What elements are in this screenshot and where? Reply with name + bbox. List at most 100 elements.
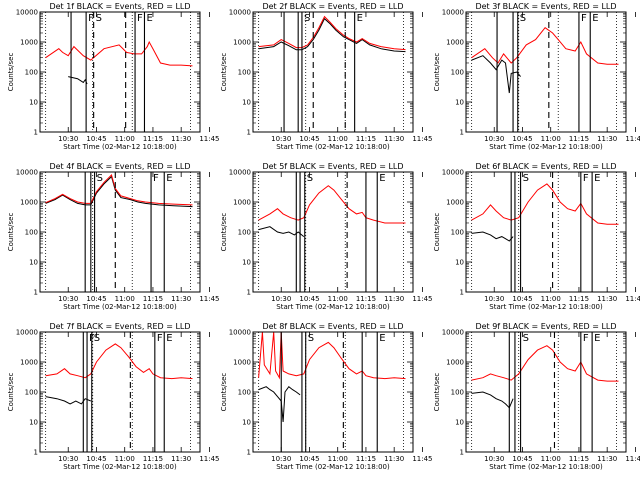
marker-label: E <box>594 173 600 184</box>
plot-frame <box>252 331 414 453</box>
x-tick-label: 11:00 <box>541 135 561 143</box>
x-tick-label: 11:15 <box>143 295 163 303</box>
x-tick-label: 11:00 <box>115 295 135 303</box>
series-line-lld <box>471 27 619 65</box>
series-line-events <box>258 17 406 53</box>
y-tick-label: 10000 <box>229 169 251 177</box>
chart-title: Det 2f BLACK = Events, RED = LLD <box>262 2 403 11</box>
y-tick-label: 10 <box>29 99 38 107</box>
y-axis-label: Counts/sec <box>433 53 441 92</box>
y-tick-label: 1 <box>247 129 251 137</box>
x-tick-label: 11:45 <box>412 295 432 303</box>
y-tick-label: 1000 <box>446 39 464 47</box>
x-tick-label: 11:00 <box>541 295 561 303</box>
series-line-events <box>471 391 514 409</box>
y-tick-label: 1000 <box>233 199 251 207</box>
chart-title: Det 7f BLACK = Events, RED = LLD <box>49 322 190 331</box>
y-tick-label: 100 <box>451 389 464 397</box>
y-tick-label: 1000 <box>446 199 464 207</box>
x-tick-label: 11:45 <box>625 135 640 143</box>
y-axis-label: Counts/sec <box>433 373 441 412</box>
x-tick-label: 11:45 <box>199 455 219 463</box>
x-tick-label: 10:45 <box>512 295 532 303</box>
chart-panel-9: Det 9f BLACK = Events, RED = LLD Counts/s… <box>433 322 640 471</box>
x-tick-label: 10:30 <box>58 295 78 303</box>
plot-frame <box>252 171 414 293</box>
y-tick-label: 10 <box>29 419 38 427</box>
plot-frame <box>465 171 627 293</box>
y-tick-label: 1 <box>34 289 38 297</box>
x-tick-label: 11:15 <box>569 135 589 143</box>
y-tick-label: 1 <box>34 449 38 457</box>
chart-title: Det 5f BLACK = Events, RED = LLD <box>262 162 403 171</box>
x-tick-label: 11:15 <box>569 295 589 303</box>
marker-label: S <box>523 333 529 344</box>
plot-frame <box>252 11 414 133</box>
y-tick-label: 1 <box>460 129 464 137</box>
marker-label: S <box>307 173 313 184</box>
marker-label: S <box>523 173 529 184</box>
series-line-lld <box>258 332 406 380</box>
chart-panel-1: Det 1f BLACK = Events, RED = LLD Counts/s… <box>7 2 220 151</box>
chart-panel-6: Det 6f BLACK = Events, RED = LLD Counts/s… <box>433 162 640 311</box>
series-line-events <box>258 226 305 237</box>
plot-frame <box>465 331 627 453</box>
x-tick-label: 11:30 <box>171 455 191 463</box>
marker-label: F <box>88 13 94 24</box>
y-tick-label: 10 <box>242 419 251 427</box>
marker-label: S <box>96 13 102 24</box>
x-tick-label: 11:45 <box>199 295 219 303</box>
series-line-lld <box>45 343 193 380</box>
marker-label: E <box>146 13 152 24</box>
y-tick-label: 1 <box>247 449 251 457</box>
x-tick-label: 11:45 <box>412 135 432 143</box>
x-tick-label: 10:30 <box>484 295 504 303</box>
chart-title: Det 6f BLACK = Events, RED = LLD <box>475 162 616 171</box>
x-tick-label: 11:30 <box>171 135 191 143</box>
y-tick-label: 1 <box>460 289 464 297</box>
x-tick-label: 10:45 <box>86 135 106 143</box>
marker-label: F <box>581 13 587 24</box>
marker-label: F <box>157 333 163 344</box>
x-axis-label: Start Time (02-Mar-12 10:18:00) <box>276 463 390 471</box>
y-tick-label: 100 <box>451 69 464 77</box>
marker-label: S <box>97 173 103 184</box>
marker-label: S <box>304 13 310 24</box>
x-tick-label: 11:15 <box>356 455 376 463</box>
x-tick-label: 11:45 <box>625 295 640 303</box>
y-axis-label: Counts/sec <box>220 373 228 412</box>
x-tick-label: 10:45 <box>512 455 532 463</box>
x-tick-label: 11:30 <box>384 295 404 303</box>
plot-frame <box>39 331 201 453</box>
chart-title: Det 3f BLACK = Events, RED = LLD <box>475 2 616 11</box>
y-tick-label: 1000 <box>233 359 251 367</box>
x-tick-label: 11:30 <box>597 135 617 143</box>
chart-title: Det 9f BLACK = Events, RED = LLD <box>475 322 616 331</box>
x-tick-label: 10:45 <box>299 295 319 303</box>
y-axis-label: Counts/sec <box>433 213 441 252</box>
marker-label: S <box>308 333 314 344</box>
marker-label: S <box>94 333 100 344</box>
x-tick-label: 11:15 <box>569 455 589 463</box>
y-axis-label: Counts/sec <box>7 213 15 252</box>
x-tick-label: 10:30 <box>271 455 291 463</box>
x-tick-label: 10:45 <box>299 455 319 463</box>
y-tick-label: 1000 <box>20 39 38 47</box>
marker-label: E <box>357 13 363 24</box>
series-line-lld <box>45 173 193 206</box>
series-line-events <box>471 55 521 94</box>
x-tick-label: 11:15 <box>143 455 163 463</box>
y-tick-label: 10000 <box>229 329 251 337</box>
y-tick-label: 1 <box>247 289 251 297</box>
x-axis-label: Start Time (02-Mar-12 10:18:00) <box>489 303 603 311</box>
